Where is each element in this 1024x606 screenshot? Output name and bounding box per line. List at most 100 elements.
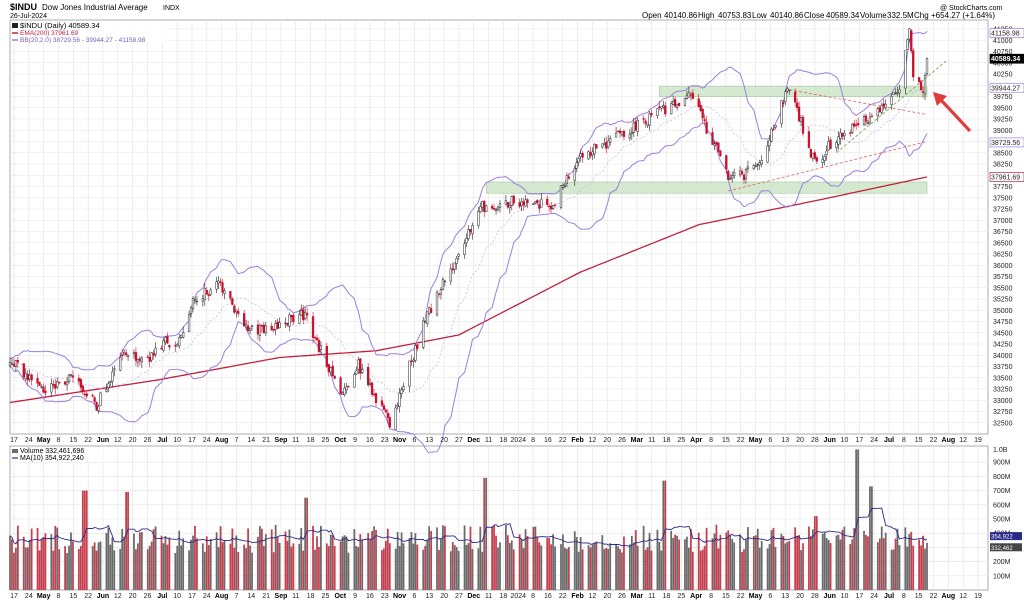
candle-body <box>496 206 500 210</box>
price-x-tick: Nov <box>393 437 406 444</box>
volume-bar <box>109 544 112 590</box>
candle-body <box>725 155 728 170</box>
volume-bar <box>719 534 722 590</box>
volume-bar <box>396 531 399 590</box>
candle-body <box>79 378 82 388</box>
candle-body <box>471 225 474 234</box>
price-x-tick: 23 <box>381 437 389 444</box>
price-x-tick: 7 <box>235 437 239 444</box>
candle-body <box>868 117 872 124</box>
candle-body <box>520 201 523 206</box>
candle-body <box>575 162 578 169</box>
volume-bar <box>180 545 183 590</box>
price-y-tick: 33500 <box>993 375 1013 382</box>
candle-body <box>246 325 250 331</box>
volume-x-tick: 13 <box>781 593 789 600</box>
volume-bar <box>148 545 151 590</box>
volume-bar <box>125 492 127 590</box>
candle-body <box>306 313 309 316</box>
volume-bar <box>491 526 493 590</box>
volume-bar <box>780 533 783 590</box>
volume-x-tick: 20 <box>796 593 804 600</box>
volume-bar <box>835 535 838 590</box>
volume-bar <box>839 539 842 590</box>
volume-bar <box>642 525 645 590</box>
candle-body <box>132 352 136 355</box>
volume-bar <box>394 548 397 590</box>
volume-bar <box>42 537 45 590</box>
candle-body <box>481 200 484 208</box>
candle-body <box>673 99 677 107</box>
price-y-tick: 37500 <box>993 195 1013 202</box>
volume-last-label: 332,462 <box>991 546 1013 552</box>
volume-panel <box>9 445 989 591</box>
volume-x-tick: Sep <box>275 593 288 600</box>
volume-x-tick: Aug <box>942 593 956 600</box>
volume-bar <box>359 534 362 590</box>
volume-bar <box>77 549 80 590</box>
volume-bar <box>410 532 413 590</box>
volume-x-tick: 22 <box>84 593 92 600</box>
candle-body <box>689 94 692 96</box>
candle-body <box>565 175 569 184</box>
candle-body <box>136 359 140 363</box>
candle-body <box>892 92 895 95</box>
volume-bar <box>772 527 775 590</box>
candle-body <box>402 386 405 390</box>
volume-x-tick: 26 <box>144 593 152 600</box>
volume-bar <box>357 546 360 590</box>
candle-body <box>443 280 447 283</box>
candle-body <box>361 368 364 373</box>
candle-body <box>620 131 624 136</box>
volume-x-tick: Dec <box>467 593 480 600</box>
candle-body <box>843 133 846 136</box>
price-x-tick: 26 <box>618 437 626 444</box>
volume-x-tick: 8 <box>709 593 713 600</box>
volume-x-tick: 24 <box>870 593 878 600</box>
ohlc-high: 40753.83 <box>718 11 752 20</box>
volume-bar <box>497 547 499 590</box>
volume-bar <box>205 536 208 590</box>
candle-body <box>595 144 598 149</box>
candle-body <box>146 356 149 359</box>
candle-body <box>567 176 570 179</box>
volume-bar <box>550 544 553 590</box>
price-x-tick: 10 <box>841 437 849 444</box>
candle-body <box>270 325 273 331</box>
candle-body <box>656 108 659 116</box>
volume-bar <box>121 528 124 590</box>
candle-body <box>561 184 565 188</box>
symbol-title: $INDU <box>10 2 37 12</box>
ohlc-close-label: Close <box>804 11 825 20</box>
candle-body <box>219 281 222 283</box>
trendline <box>836 60 947 154</box>
volume-bar <box>312 525 314 590</box>
candle-body <box>28 374 31 380</box>
volume-y-tick: 800M <box>993 474 1011 481</box>
legend-ema: EMA(200) 37961.69 <box>20 30 79 37</box>
volume-bar <box>587 545 590 590</box>
volume-x-tick: 25 <box>677 593 685 600</box>
candle-body <box>618 130 622 134</box>
volume-bar <box>465 544 468 590</box>
price-x-tick: 16 <box>366 437 374 444</box>
chart-date: 26-Jul-2024 <box>10 13 47 20</box>
price-x-tick: Jul <box>157 437 167 444</box>
price-x-tick: 8 <box>709 437 713 444</box>
price-y-tick: 36000 <box>993 263 1013 270</box>
candle-body <box>919 80 923 91</box>
volume-bar <box>298 543 301 590</box>
volume-bar <box>495 535 497 590</box>
candle-body <box>744 169 748 179</box>
candle-body <box>77 378 81 382</box>
volume-bar <box>794 527 797 590</box>
volume-bar <box>617 546 619 590</box>
candle-body <box>648 113 651 126</box>
candle-body <box>550 205 553 210</box>
candle-body <box>510 196 513 206</box>
candle-body <box>477 211 480 227</box>
volume-x-tick: 17 <box>855 593 863 600</box>
volume-bar <box>15 547 17 590</box>
volume-bar <box>52 550 55 590</box>
price-x-tick: 8 <box>57 437 61 444</box>
